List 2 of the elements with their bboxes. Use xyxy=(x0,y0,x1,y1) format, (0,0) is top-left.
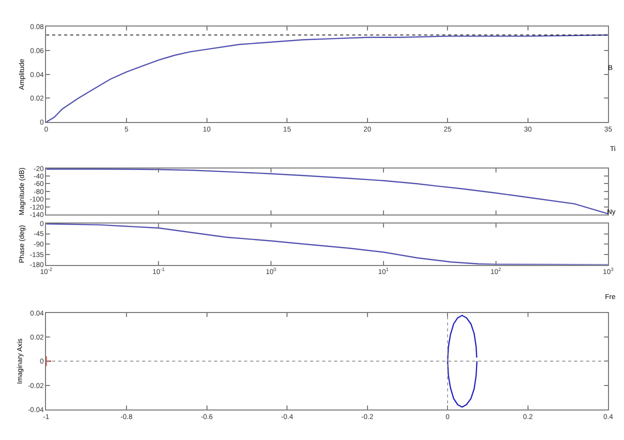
line-series xyxy=(447,314,478,408)
line-series xyxy=(46,34,608,122)
